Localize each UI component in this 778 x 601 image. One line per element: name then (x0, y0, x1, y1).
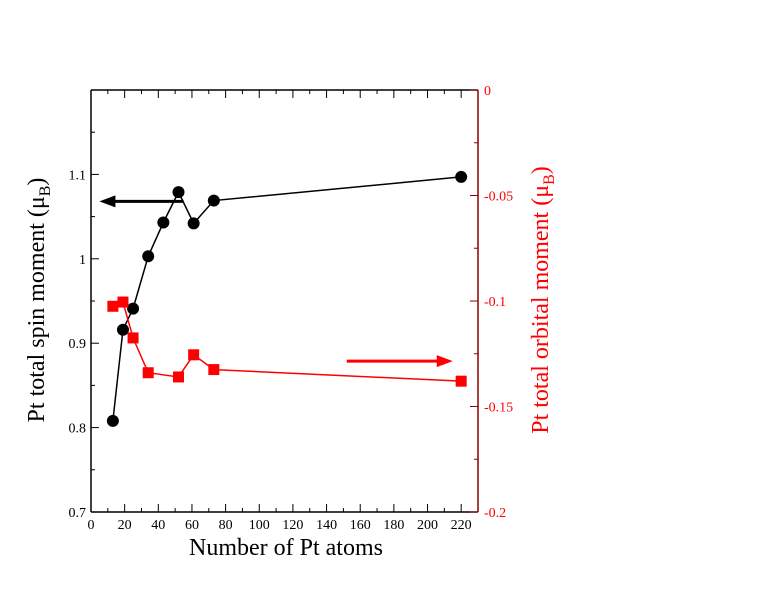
arrow-layer (99, 195, 453, 368)
data-point-spin (207, 194, 220, 207)
y-left-tick-label: 1.1 (69, 168, 87, 183)
data-point-spin (127, 302, 140, 315)
x-tick-label: 20 (118, 518, 132, 533)
y-right-axis-title-main: Pt total orbital moment (μ (528, 185, 554, 434)
y-left-axis-title-sub: B (37, 186, 54, 197)
y-right-tick-label: -0.1 (484, 295, 506, 310)
data-point-orbital (172, 371, 184, 383)
data-point-orbital (208, 364, 220, 376)
y-left-axis-title: Pt total spin moment (μB) (24, 178, 54, 423)
data-point-spin (172, 186, 185, 199)
data-point-spin (106, 414, 119, 427)
x-tick-label: 140 (316, 518, 337, 533)
data-point-spin (157, 216, 170, 229)
x-tick-label: 160 (350, 518, 371, 533)
x-axis-title: Number of Pt atoms (189, 535, 383, 561)
y-left-axis-title-main: Pt total spin moment (μ (24, 196, 50, 422)
arrow-left-head (99, 195, 116, 208)
y-left-axis-ticks: 0.7 0.8 0.9 1 1.1 (69, 131, 99, 521)
data-point-orbital (107, 300, 119, 312)
data-point-orbital (117, 296, 129, 308)
x-tick-label: 0 (88, 518, 95, 533)
y-right-axis-title: Pt total orbital moment (μB) (528, 166, 558, 434)
data-point-spin (142, 250, 155, 263)
data-point-orbital (188, 349, 200, 361)
x-tick-label: 80 (219, 518, 233, 533)
y-right-axis-title-close: ) (528, 166, 554, 174)
y-left-tick-label: 0.7 (69, 506, 87, 521)
y-right-tick-label: -0.2 (484, 506, 506, 521)
y-left-axis-title-close: ) (24, 178, 50, 186)
x-tick-label: 60 (185, 518, 199, 533)
y-right-axis-title-sub: B (541, 174, 558, 185)
y-right-tick-label: -0.15 (484, 401, 513, 416)
data-point-orbital (127, 332, 139, 344)
y-left-tick-label: 0.9 (69, 337, 87, 352)
x-tick-label: 180 (383, 518, 404, 533)
series-layer (106, 170, 468, 427)
x-tick-label: 120 (282, 518, 303, 533)
x-tick-label: 40 (151, 518, 165, 533)
x-axis-ticks: 0 20 40 60 80 100 120 140 160 180 200 220 (88, 90, 472, 533)
x-tick-label: 200 (417, 518, 438, 533)
data-point-orbital (142, 367, 154, 379)
data-point-spin (116, 323, 129, 336)
data-point-spin (187, 217, 200, 230)
y-right-tick-label: -0.05 (484, 190, 513, 205)
data-point-spin (455, 170, 468, 183)
arrow-right-head (436, 355, 453, 368)
x-tick-label: 100 (249, 518, 270, 533)
y-left-tick-label: 0.8 (69, 422, 87, 437)
y-left-tick-label: 1 (79, 253, 86, 268)
x-tick-label: 220 (451, 518, 472, 533)
y-right-tick-label: 0 (484, 84, 491, 99)
y-right-axis-ticks: 0 -0.05 -0.1 -0.15 -0.2 (470, 84, 513, 521)
data-point-orbital (455, 375, 467, 387)
